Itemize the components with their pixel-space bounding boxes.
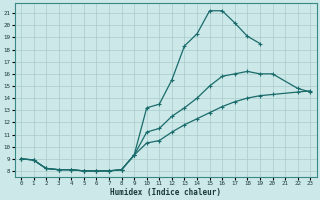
X-axis label: Humidex (Indice chaleur): Humidex (Indice chaleur) [110,188,221,197]
